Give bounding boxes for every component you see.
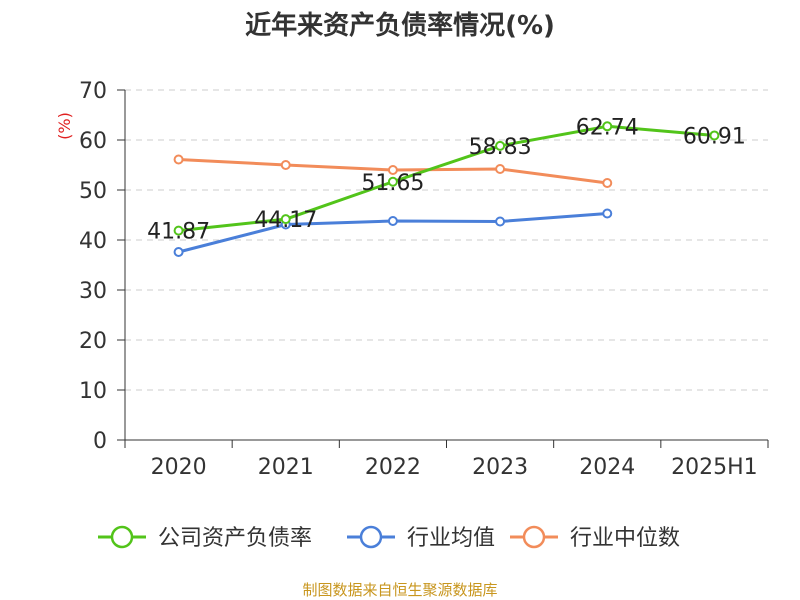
x-tick-label: 2024 (579, 455, 635, 480)
series-point (280, 160, 291, 170)
data-label: 58.83 (469, 135, 532, 160)
data-label: 62.74 (576, 115, 639, 140)
data-label: 60.91 (683, 124, 746, 149)
series-point (387, 165, 398, 175)
legend: 公司资产负债率 行业均值 行业中位数 (98, 525, 680, 551)
legend-marker (110, 525, 134, 549)
series-point (495, 164, 506, 174)
grid-lines (125, 89, 768, 391)
chart-title: 近年来资产负债率情况(%) (245, 10, 555, 41)
series-point (495, 216, 506, 227)
series-point (173, 154, 184, 165)
axes: 0 10 20 30 40 50 60 70 2020 2021 2022 2023 2024 2025H… (79, 79, 769, 480)
series-point (173, 247, 184, 257)
series-point (602, 208, 613, 219)
x-tick-label: 2021 (258, 455, 314, 480)
y-tick-label: 30 (79, 279, 107, 304)
series-line (178, 124, 715, 233)
y-tick-label: 20 (79, 329, 107, 354)
data-label: 51.65 (361, 171, 424, 196)
y-tick-label: 0 (93, 429, 107, 454)
x-tick-label: 2020 (151, 455, 207, 480)
series-group (173, 121, 720, 257)
data-label: 44.17 (254, 208, 317, 233)
series-point (709, 130, 720, 141)
y-tick-label: 10 (79, 379, 107, 404)
legend-marker (359, 525, 383, 549)
x-tick-label: 2022 (365, 455, 421, 480)
legend-label: 行业中位数 (570, 526, 680, 551)
series-point (280, 214, 291, 225)
series-point (387, 176, 398, 187)
y-tick-label: 70 (79, 79, 107, 104)
y-tick-label: 60 (79, 129, 107, 154)
legend-marker (522, 525, 546, 549)
data-labels: 41.87 44.17 51.65 58.83 62.74 60.91 (147, 115, 746, 244)
series-point (387, 216, 398, 226)
data-label: 41.87 (147, 220, 210, 245)
series-point (602, 178, 613, 188)
source-note: 制图数据来自恒生聚源数据库 (302, 581, 497, 599)
x-tick-label: 2023 (472, 455, 528, 480)
series-point (602, 121, 613, 132)
series-point (495, 140, 506, 151)
legend-label: 公司资产负债率 (158, 526, 312, 551)
y-tick-label: 40 (79, 229, 107, 254)
series-point (173, 225, 184, 236)
y-tick-label: 50 (79, 179, 107, 204)
y-axis-label: (%) (55, 112, 74, 140)
legend-label: 行业均值 (407, 526, 495, 551)
x-tick-label: 2025H1 (671, 455, 758, 480)
